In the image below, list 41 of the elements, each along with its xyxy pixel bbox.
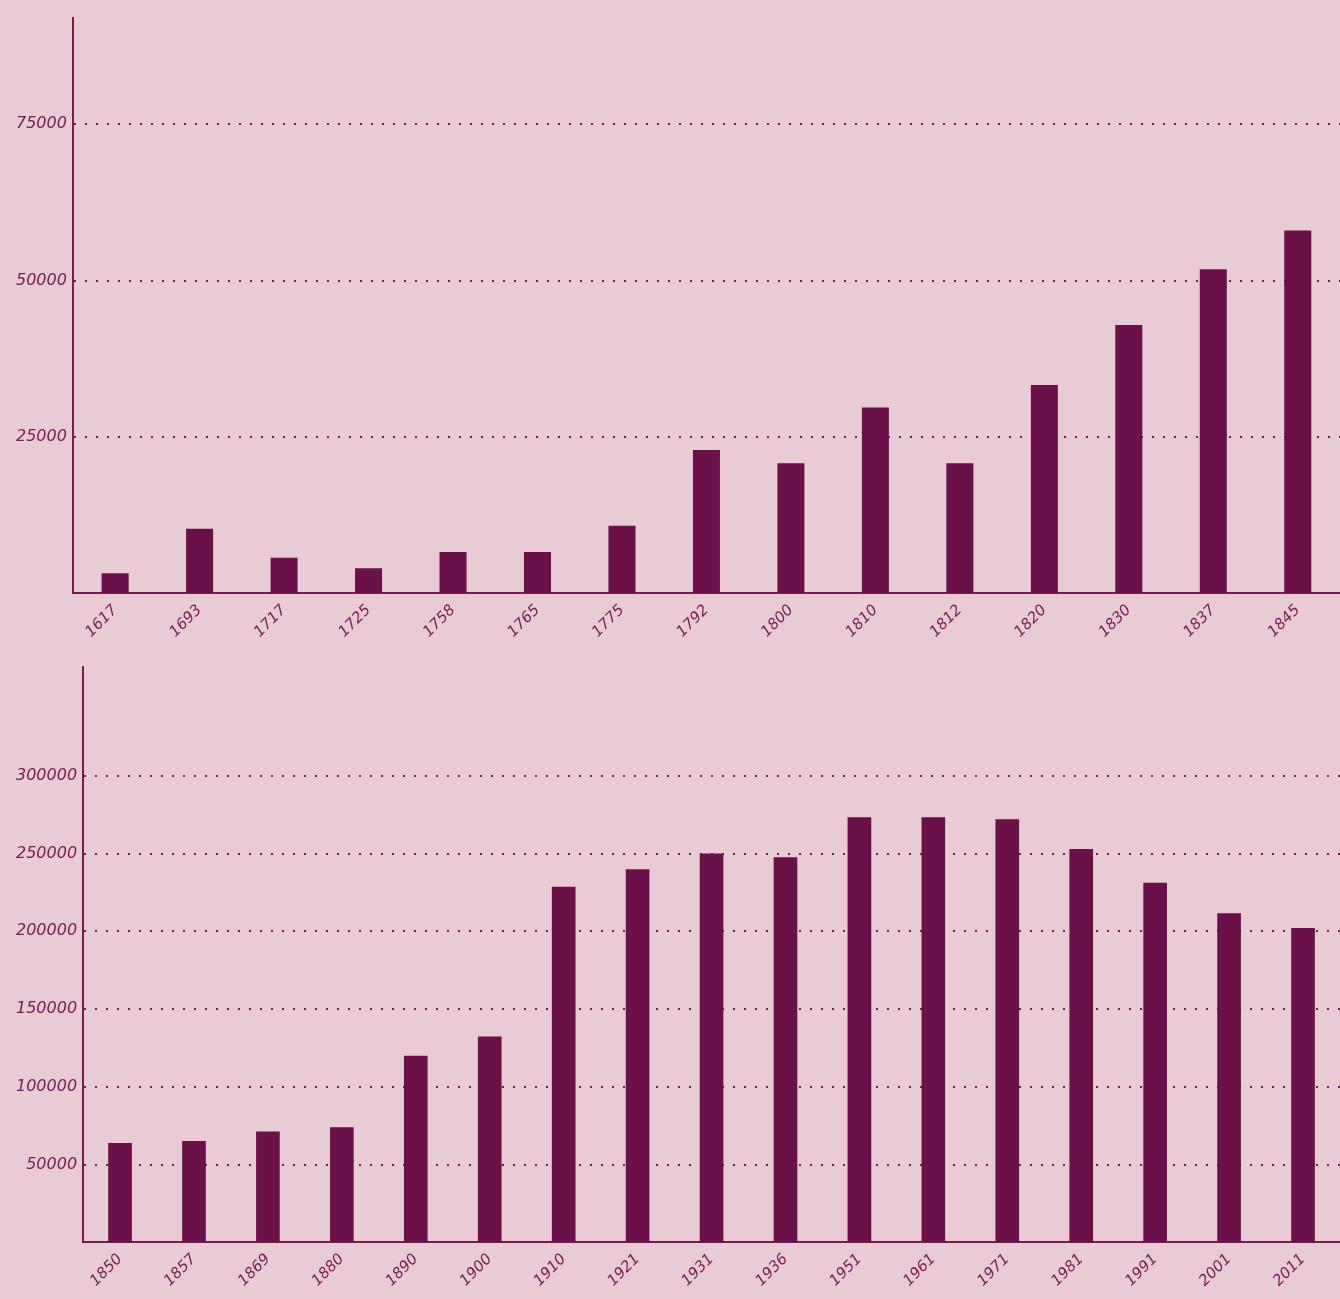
bar (523, 552, 552, 594)
y-tick-label: 50000 (26, 1153, 78, 1173)
bar (256, 1131, 280, 1243)
bar (355, 568, 383, 594)
bar (108, 1143, 132, 1243)
bar (477, 1036, 502, 1243)
bar (699, 853, 724, 1243)
bar (1069, 848, 1094, 1243)
bar (182, 1141, 206, 1243)
bar (1291, 927, 1315, 1243)
bar (692, 450, 720, 594)
bar (946, 463, 974, 594)
bar (921, 817, 946, 1243)
bar (847, 817, 872, 1243)
bar (1217, 913, 1241, 1243)
bar (101, 573, 129, 594)
bar (186, 528, 214, 594)
bar (1030, 385, 1058, 594)
bar (995, 819, 1020, 1243)
bar (625, 869, 650, 1243)
bar (330, 1127, 354, 1243)
bar (403, 1055, 428, 1243)
bar (777, 463, 805, 594)
bar (1284, 230, 1312, 594)
bar (1115, 325, 1143, 594)
bar (773, 857, 798, 1243)
y-tick-label: 25000 (15, 426, 67, 446)
y-tick-label: 250000 (16, 842, 78, 862)
bar (1143, 882, 1167, 1243)
y-tick-label: 150000 (16, 998, 78, 1018)
bar (1199, 269, 1227, 594)
bar (861, 407, 889, 594)
bar (608, 525, 636, 594)
y-tick-label: 200000 (16, 920, 78, 940)
y-tick-label: 300000 (16, 764, 78, 784)
bar (551, 886, 576, 1243)
bar (270, 557, 298, 594)
y-tick-label: 75000 (15, 113, 67, 133)
bar (439, 552, 467, 594)
y-tick-label: 100000 (16, 1075, 78, 1095)
y-tick-label: 50000 (15, 269, 67, 289)
